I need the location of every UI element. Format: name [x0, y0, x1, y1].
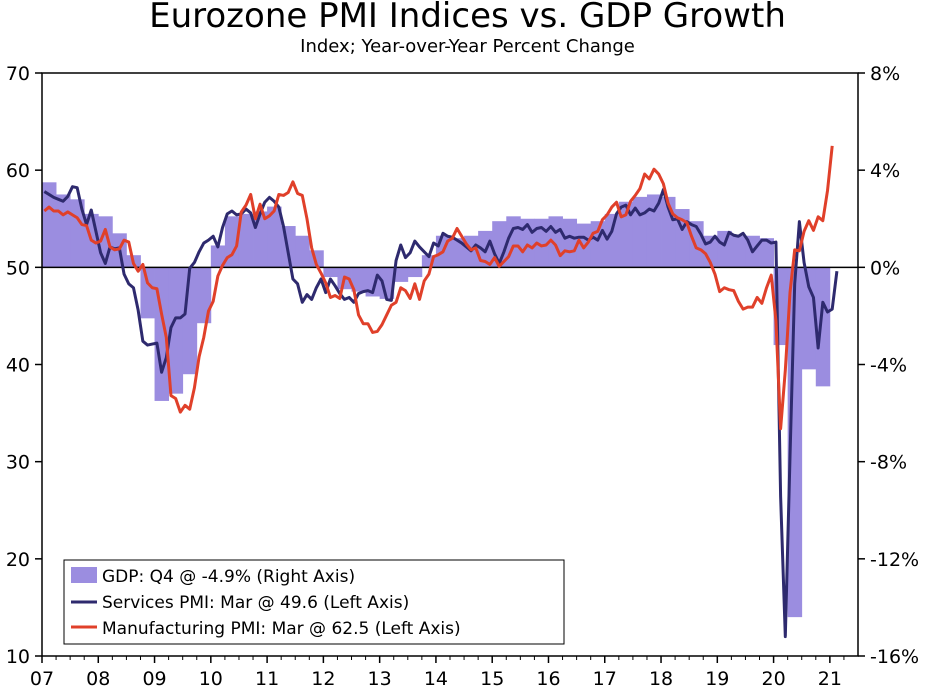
left-axis-tick-label: 20: [6, 549, 30, 571]
x-axis-tick-label: 07: [30, 668, 54, 690]
gdp-bar-2020Q4: [815, 267, 831, 387]
gdp-bar-2012Q3: [351, 267, 366, 292]
gdp-bar-2010Q3: [238, 213, 254, 268]
x-axis-tick-label: 21: [818, 668, 842, 690]
chart-title: Eurozone PMI Indices vs. GDP Growth: [149, 0, 786, 36]
legend-label-services: Services PMI: Mar @ 49.6 (Left Axis): [102, 593, 409, 613]
gdp-bar-2011Q3: [295, 235, 310, 268]
left-axis-tick-label: 30: [6, 452, 30, 474]
legend: GDP: Q4 @ -4.9% (Right Axis) Services PM…: [63, 559, 565, 645]
x-axis-tick-label: 17: [593, 668, 617, 690]
right-axis-tick-label: -16%: [870, 646, 919, 668]
x-axis-tick-label: 12: [311, 668, 335, 690]
legend-label-gdp: GDP: Q4 @ -4.9% (Right Axis): [102, 567, 355, 587]
right-axis-tick-label: -4%: [870, 355, 907, 377]
services-pmi-line: [43, 185, 839, 639]
gdp-bar-2007Q1: [42, 182, 57, 268]
gdp-bar-2007Q2: [56, 194, 71, 268]
gdp-bar-2010Q1: [210, 245, 226, 268]
left-axis-tick-label: 50: [6, 257, 30, 279]
gdp-bar-2012Q1: [323, 267, 338, 278]
gdp-bar-2010Q2: [224, 216, 240, 268]
gdp-bar-2008Q4: [140, 267, 155, 319]
right-axis-tick-label: 8%: [870, 63, 900, 85]
pmi-lines-group: [43, 145, 839, 639]
gdp-bar-2017Q2: [618, 201, 634, 268]
x-axis-tick-label: 16: [536, 668, 560, 690]
right-axis-tick-label: 0%: [870, 257, 900, 279]
x-axis-tick-label: 13: [368, 668, 392, 690]
gdp-bar-2014Q2: [450, 238, 465, 268]
left-axis-tick-label: 40: [6, 355, 30, 377]
right-axis-tick-label: 4%: [870, 160, 900, 182]
manufacturing-pmi-line: [43, 145, 834, 431]
gdp-bar-2019Q1: [717, 230, 732, 268]
gdp-bars-group: [42, 182, 831, 618]
gdp-bar-2019Q2: [731, 235, 746, 268]
gdp-bar-2013Q2: [393, 267, 409, 282]
gdp-bar-2009Q4: [196, 267, 212, 324]
left-axis-tick-label: 10: [6, 646, 30, 668]
x-axis-tick-label: 10: [199, 668, 223, 690]
x-axis-tick-label: 11: [255, 668, 279, 690]
gdp-bar-2016Q2: [562, 218, 578, 268]
x-axis-tick-label: 08: [86, 668, 110, 690]
x-axis-tick-label: 14: [424, 668, 448, 690]
left-axis-tick-label: 70: [6, 63, 30, 85]
gdp-bar-2009Q3: [182, 267, 198, 375]
x-axis-tick-label: 18: [649, 668, 673, 690]
gdp-bar-2017Q4: [646, 194, 662, 268]
x-axis-tick-label: 09: [142, 668, 166, 690]
legend-label-manufacturing: Manufacturing PMI: Mar @ 62.5 (Left Axis…: [102, 619, 461, 639]
right-axis-tick-label: -12%: [870, 549, 919, 571]
x-axis-tick-label: 15: [480, 668, 504, 690]
x-axis-tick-label: 19: [705, 668, 729, 690]
gdp-bar-2009Q2: [168, 267, 184, 394]
legend-box: [63, 559, 565, 645]
left-axis-tick-label: 60: [6, 160, 30, 182]
x-axis-tick-label: 20: [761, 668, 785, 690]
gdp-bar-2011Q1: [267, 206, 282, 268]
axis-ticks-group: 10 20 30 40 50 60 70 -16% -12% -8% -4% 0% 4% 8% 07 08 09…: [6, 63, 919, 690]
legend-swatch-gdp: [71, 567, 97, 583]
right-axis-tick-label: -8%: [870, 452, 907, 474]
gdp-bar-2013Q3: [407, 267, 423, 278]
chart-subtitle: Index; Year-over-Year Percent Change: [300, 36, 635, 57]
gdp-bar-2019Q4: [759, 238, 774, 268]
gdp-bar-2017Q1: [604, 213, 620, 268]
